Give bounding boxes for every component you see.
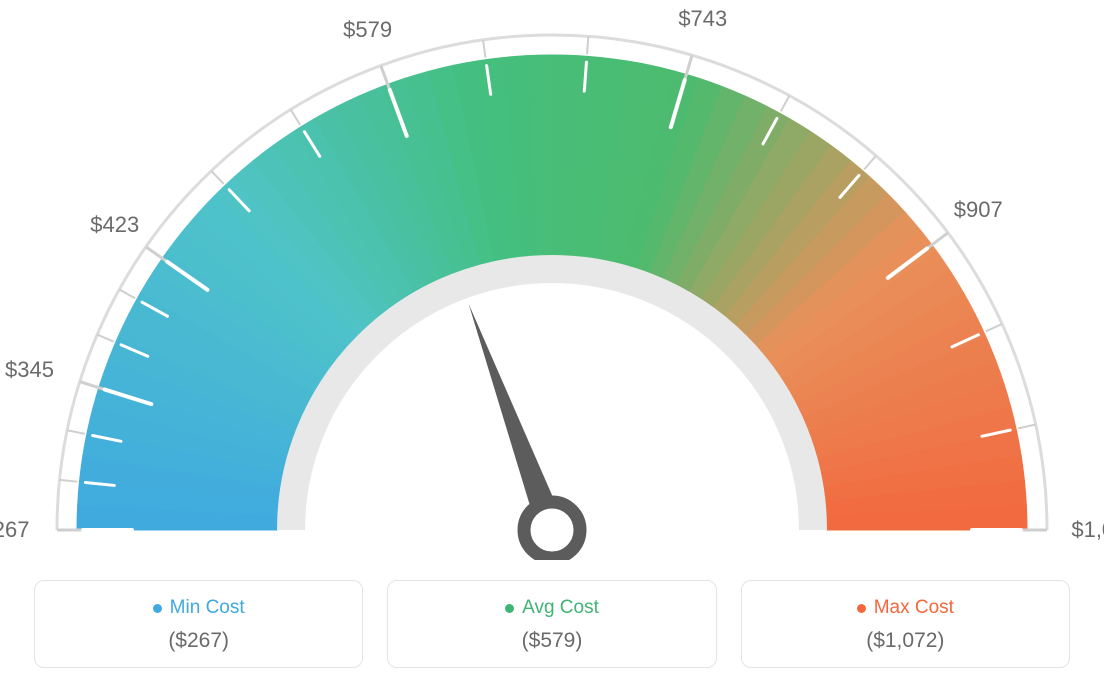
legend-dot-max [857, 604, 866, 613]
gauge-tick-label: $907 [954, 197, 1003, 223]
legend-title-min-text: Min Cost [170, 597, 245, 619]
gauge-chart: $267 $345 $423 $579 $743 $907 $1,072 [0, 0, 1104, 560]
legend-dot-avg [505, 604, 514, 613]
legend-card-avg: Avg Cost ($579) [387, 580, 716, 668]
legend-value-min: ($267) [45, 629, 352, 653]
legend-title-avg: Avg Cost [505, 597, 599, 619]
legend-row: Min Cost ($267) Avg Cost ($579) Max Cost… [0, 580, 1104, 668]
gauge-svg [0, 0, 1104, 560]
gauge-tick-label: $345 [5, 357, 54, 383]
legend-card-min: Min Cost ($267) [34, 580, 363, 668]
gauge-tick-label: $267 [0, 517, 29, 543]
legend-title-max-text: Max Cost [874, 597, 954, 619]
legend-title-avg-text: Avg Cost [522, 597, 599, 619]
gauge-tick-label: $743 [678, 6, 727, 32]
gauge-tick-label: $1,072 [1071, 517, 1104, 543]
legend-title-min: Min Cost [153, 597, 245, 619]
legend-dot-min [153, 604, 162, 613]
legend-value-avg: ($579) [398, 629, 705, 653]
gauge-tick-label: $423 [90, 212, 139, 238]
legend-card-max: Max Cost ($1,072) [741, 580, 1070, 668]
legend-title-max: Max Cost [857, 597, 954, 619]
legend-value-max: ($1,072) [752, 629, 1059, 653]
gauge-tick-label: $579 [343, 17, 392, 43]
